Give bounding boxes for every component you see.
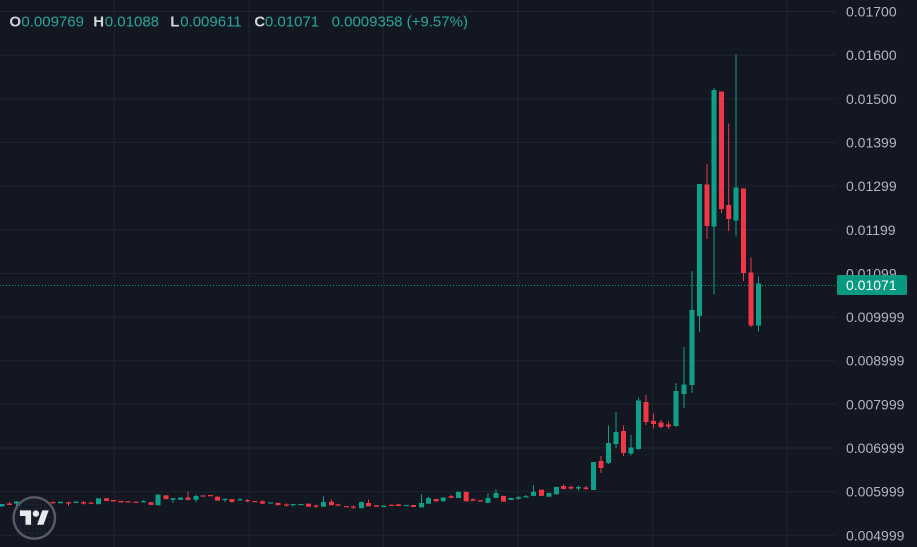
- svg-text:0.008999: 0.008999: [846, 353, 905, 369]
- svg-text:0.0009358 (+9.57%): 0.0009358 (+9.57%): [332, 14, 468, 31]
- svg-text:0.01071: 0.01071: [846, 277, 897, 293]
- svg-text:0.01199: 0.01199: [846, 222, 896, 238]
- svg-text:0.007999: 0.007999: [846, 396, 905, 412]
- svg-text:0.009611: 0.009611: [180, 14, 241, 31]
- svg-text:O: O: [9, 14, 21, 31]
- svg-text:0.01299: 0.01299: [846, 178, 897, 194]
- svg-text:0.01088: 0.01088: [105, 14, 159, 31]
- svg-text:0.009999: 0.009999: [846, 309, 905, 325]
- svg-text:0.01600: 0.01600: [846, 47, 897, 63]
- svg-text:0.009769: 0.009769: [21, 14, 84, 31]
- svg-text:0.006999: 0.006999: [846, 440, 905, 456]
- svg-text:0.01071: 0.01071: [265, 14, 319, 31]
- svg-text:0.01399: 0.01399: [846, 134, 897, 150]
- svg-text:0.01700: 0.01700: [846, 4, 897, 20]
- svg-text:L: L: [170, 14, 179, 31]
- svg-text:H: H: [93, 14, 104, 31]
- svg-text:C: C: [254, 14, 265, 31]
- svg-text:0.005999: 0.005999: [846, 484, 905, 500]
- svg-text:0.004999: 0.004999: [846, 527, 905, 543]
- svg-text:0.01500: 0.01500: [846, 91, 897, 107]
